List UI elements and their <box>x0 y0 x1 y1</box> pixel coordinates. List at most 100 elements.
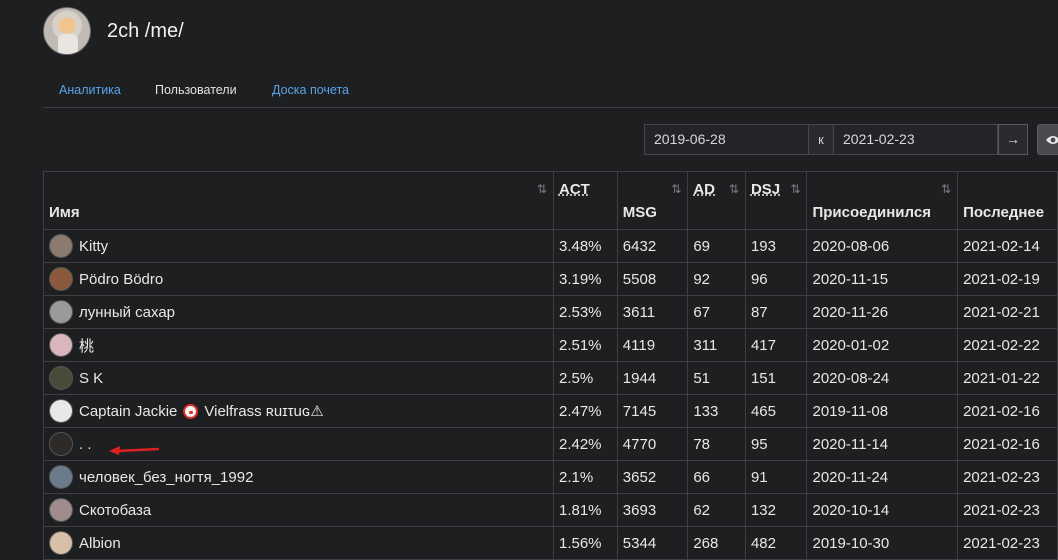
table-row[interactable]: Albion 1.56% 5344 268 482 2019-10-30 2021-02-2… <box>43 526 1058 560</box>
avatar[interactable] <box>49 498 73 522</box>
cell-last: 2021-01-22 <box>957 361 1058 395</box>
cell-dsj: 151 <box>744 361 808 395</box>
cell-joined: 2020-08-06 <box>806 229 959 263</box>
cell-joined: 2019-11-08 <box>806 394 959 428</box>
table-row[interactable]: S K 2.5% 1944 51 151 2020-08-24 2021-01-22 <box>43 361 1058 395</box>
red-arrow-annotation <box>109 446 160 455</box>
cell-last: 2021-02-23 <box>957 526 1058 560</box>
user-name[interactable]: Albion <box>79 534 121 552</box>
tab-honor-board[interactable]: Доска почета <box>272 83 350 97</box>
col-ad[interactable]: AD ⇅ <box>687 171 746 230</box>
cell-ad: 66 <box>687 460 746 494</box>
avatar[interactable] <box>49 399 73 423</box>
date-from-input[interactable]: 2019-06-28 <box>644 124 809 155</box>
user-name[interactable]: 桃 <box>79 337 95 355</box>
cell-joined: 2020-08-24 <box>806 361 959 395</box>
col-act[interactable]: ACT <box>552 171 618 230</box>
nav-tabs: Аналитика Пользователи Доска почета <box>43 74 1058 108</box>
cell-joined: 2020-01-02 <box>806 328 959 362</box>
user-name-suffix: Vielfrass ʀuɪτuɢ⚠ <box>204 403 324 420</box>
table-row[interactable]: . . 2.42% 4770 78 95 2020-11-14 2021-02-16 <box>43 427 1058 461</box>
avatar[interactable] <box>49 531 73 555</box>
user-name[interactable]: Captain Jackie <box>79 402 178 420</box>
table-header-row: Имя ⇅ ACT MSG ⇅ AD ⇅ DSJ ⇅ Присоединился ⇅ По… <box>43 171 1058 230</box>
cell-name: Captain Jackie Vielfrass ʀuɪτuɢ⚠ <box>43 394 554 428</box>
avatar[interactable] <box>49 267 73 291</box>
avatar[interactable] <box>49 300 73 324</box>
col-msg[interactable]: MSG ⇅ <box>616 171 689 230</box>
date-to-input[interactable]: 2021-02-23 <box>833 124 998 155</box>
tab-users[interactable]: Пользователи <box>155 83 237 97</box>
cell-ad: 133 <box>687 394 746 428</box>
cell-ad: 62 <box>687 493 746 527</box>
date-range-picker: 2019-06-28 к 2021-02-23 → <box>644 124 1028 155</box>
table-row[interactable]: человек_без_ногтя_1992 2.1% 3652 66 91 2020-1… <box>43 460 1058 494</box>
table-row[interactable]: Pödro Bödro 3.19% 5508 92 96 2020-11-15 2021-0… <box>43 262 1058 296</box>
cell-name: S K <box>43 361 554 395</box>
cell-dsj: 417 <box>744 328 808 362</box>
cell-msg: 4119 <box>616 328 689 362</box>
cell-msg: 5344 <box>616 526 689 560</box>
cell-ad: 311 <box>687 328 746 362</box>
cell-last: 2021-02-22 <box>957 328 1058 362</box>
cell-msg: 3652 <box>616 460 689 494</box>
cell-act: 1.81% <box>552 493 618 527</box>
cell-ad: 268 <box>687 526 746 560</box>
sort-icon[interactable]: ⇅ <box>728 182 739 196</box>
cell-last: 2021-02-23 <box>957 493 1058 527</box>
apply-range-button[interactable]: → <box>998 124 1028 155</box>
table-row[interactable]: Captain Jackie Vielfrass ʀuɪτuɢ⚠ 2.47% 7145… <box>43 394 1058 428</box>
col-dsj[interactable]: DSJ ⇅ <box>744 171 808 230</box>
cell-last: 2021-02-14 <box>957 229 1058 263</box>
cell-last: 2021-02-21 <box>957 295 1058 329</box>
cell-joined: 2020-11-26 <box>806 295 959 329</box>
cell-act: 3.48% <box>552 229 618 263</box>
board-logo-avatar[interactable] <box>43 7 91 55</box>
cell-dsj: 91 <box>744 460 808 494</box>
table-row[interactable]: Kitty 3.48% 6432 69 193 2020-08-06 2021-02-14 <box>43 229 1058 263</box>
clown-emoji-icon <box>183 403 199 419</box>
user-name[interactable]: человек_без_ногтя_1992 <box>79 468 254 486</box>
avatar[interactable] <box>49 432 73 456</box>
table-row[interactable]: Скотобаза 1.81% 3693 62 132 2020-10-14 2021-02… <box>43 493 1058 527</box>
cell-dsj: 465 <box>744 394 808 428</box>
user-name[interactable]: лунный сахар <box>79 303 176 321</box>
avatar[interactable] <box>49 366 73 390</box>
cell-name: Pödro Bödro <box>43 262 554 296</box>
cell-act: 2.47% <box>552 394 618 428</box>
table-row[interactable]: лунный сахар 2.53% 3611 67 87 2020-11-26 2021-… <box>43 295 1058 329</box>
cell-dsj: 87 <box>744 295 808 329</box>
sort-icon[interactable]: ⇅ <box>941 182 951 196</box>
user-name[interactable]: Pödro Bödro <box>79 270 164 288</box>
col-joined[interactable]: Присоединился ⇅ <box>806 171 959 230</box>
cell-dsj: 95 <box>744 427 808 461</box>
cell-joined: 2020-11-14 <box>806 427 959 461</box>
avatar[interactable] <box>49 234 73 258</box>
cell-msg: 7145 <box>616 394 689 428</box>
user-name[interactable]: Скотобаза <box>79 501 152 519</box>
cell-last: 2021-02-23 <box>957 460 1058 494</box>
user-name[interactable]: . . <box>79 435 92 453</box>
cell-ad: 92 <box>687 262 746 296</box>
cell-act: 2.1% <box>552 460 618 494</box>
sort-icon[interactable]: ⇅ <box>790 182 800 196</box>
user-name[interactable]: Kitty <box>79 237 109 255</box>
cell-msg: 3611 <box>616 295 689 329</box>
avatar[interactable] <box>49 465 73 489</box>
sort-icon[interactable]: ⇅ <box>671 182 681 196</box>
visibility-toggle-button[interactable] <box>1037 124 1058 155</box>
cell-name: 桃 <box>43 328 554 362</box>
avatar[interactable] <box>49 333 73 357</box>
cell-act: 3.19% <box>552 262 618 296</box>
cell-msg: 1944 <box>616 361 689 395</box>
user-name[interactable]: S K <box>79 369 104 387</box>
tab-analytics[interactable]: Аналитика <box>59 83 121 97</box>
sort-icon[interactable]: ⇅ <box>536 182 547 196</box>
users-table: Имя ⇅ ACT MSG ⇅ AD ⇅ DSJ ⇅ Присоединился ⇅ По… <box>43 171 1058 560</box>
col-last[interactable]: Последнее <box>957 171 1058 230</box>
cell-joined: 2020-10-14 <box>806 493 959 527</box>
table-row[interactable]: 桃 2.51% 4119 311 417 2020-01-02 2021-02-22 <box>43 328 1058 362</box>
cell-joined: 2019-10-30 <box>806 526 959 560</box>
cell-last: 2021-02-19 <box>957 262 1058 296</box>
col-name[interactable]: Имя ⇅ <box>43 171 554 230</box>
